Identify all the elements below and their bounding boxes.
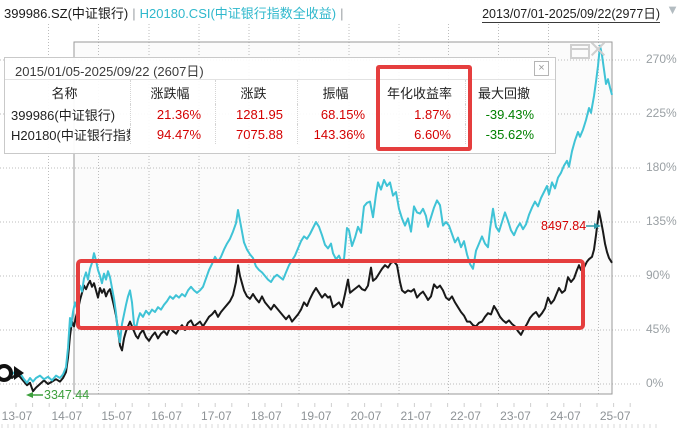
row-name: H20180(中证银行指数 [5, 124, 131, 144]
selection-range-box [73, 41, 613, 395]
y-axis-label: 180% [646, 160, 677, 174]
col-header-amplitude: 振幅 [298, 80, 380, 104]
separator: | [340, 6, 344, 21]
min-value-arrow-icon [26, 392, 33, 398]
chart-close-icon[interactable] [590, 41, 606, 57]
series-line [0, 44, 613, 384]
row-annual-return: 6.60% [380, 124, 466, 144]
table-row: 399986(中证银行) 21.36% 1281.95 68.15% 1.87%… [5, 104, 555, 124]
x-axis-label: 16-07 [151, 409, 182, 423]
table-header-row: 名称 涨跌幅 涨跌 振幅 年化收益率 最大回撤 [5, 80, 555, 104]
col-header-chg: 涨跌 [216, 80, 298, 104]
chart-highlight-box [76, 259, 585, 330]
col-header-annual-return: 年化收益率 [380, 80, 466, 104]
x-axis-label: 13-07 [1, 409, 33, 423]
x-axis-label: 25-07 [599, 409, 631, 423]
row-chg: 7075.88 [216, 124, 298, 144]
panel-title: 2015/01/05-2025/09/22 (2607日) [15, 64, 204, 79]
x-axis-label: 23-07 [500, 409, 531, 423]
header: 399986.SZ(中证银行) | H20180.CSI(中证银行指数全收益) | 2… [0, 0, 682, 23]
x-axis-label: 19-07 [300, 409, 332, 423]
row-chg-pct: 21.36% [131, 104, 216, 124]
series-line [0, 210, 613, 393]
row-max-drawdown: -39.43% [485, 106, 534, 122]
y-axis-label: 270% [646, 52, 677, 66]
x-axis-label: 24-07 [549, 409, 581, 423]
y-axis-label: 135% [646, 214, 677, 228]
col-header-max-drawdown: 最大回撤 [477, 85, 530, 101]
col-header-chg-pct: 涨跌幅 [131, 80, 216, 104]
date-range-selector[interactable]: 2013/07/01-2025/09/22(2977日) [482, 3, 660, 23]
x-axis-label: 20-07 [350, 409, 382, 423]
row-amplitude: 143.36% [298, 124, 380, 144]
table-row: H20180(中证银行指数 94.47% 7075.88 143.36% 6.6… [5, 124, 555, 144]
panel-title-row: 2015/01/05-2025/09/22 (2607日) × [5, 58, 555, 80]
row-max-drawdown: -35.62% [485, 126, 534, 142]
max-value-arrow-icon [594, 223, 601, 229]
x-axis-label: 14-07 [51, 409, 83, 423]
y-axis-label: 225% [646, 106, 677, 120]
range-handle[interactable] [0, 364, 24, 382]
x-axis-label: 22-07 [450, 409, 481, 423]
row-annual-return: 1.87% [380, 104, 466, 124]
row-amplitude: 68.15% [298, 104, 380, 124]
separator: | [132, 6, 136, 21]
table-view-icon[interactable] [570, 44, 590, 59]
row-chg: 1281.95 [216, 104, 298, 124]
stats-panel: 2015/01/05-2025/09/22 (2607日) × 名称 涨跌幅 涨… [4, 57, 556, 154]
row-name: 399986(中证银行) [5, 104, 131, 124]
min-value-annotation: 3347.44 [44, 388, 90, 402]
y-axis-label: 90% [646, 268, 671, 282]
x-axis-label: 18-07 [250, 409, 282, 423]
legend-row: 399986.SZ(中证银行) | H20180.CSI(中证银行指数全收益) | [4, 3, 348, 22]
symbol-left-label: 399986.SZ(中证银行) [4, 6, 129, 21]
max-value-annotation: 8497.84 [541, 219, 587, 233]
y-axis-label: 45% [646, 322, 671, 336]
dropdown-arrow-icon[interactable]: ▼ [666, 2, 679, 17]
panel-close-icon[interactable]: × [534, 61, 549, 76]
symbol-right-label: H20180.CSI(中证银行指数全收益) [139, 6, 337, 21]
x-axis-label: 17-07 [201, 409, 232, 423]
row-chg-pct: 94.47% [131, 124, 216, 144]
x-axis-label: 15-07 [101, 409, 133, 423]
col-header-name: 名称 [5, 80, 131, 104]
x-axis-label: 21-07 [400, 409, 432, 423]
y-axis-label: 0% [646, 376, 664, 390]
